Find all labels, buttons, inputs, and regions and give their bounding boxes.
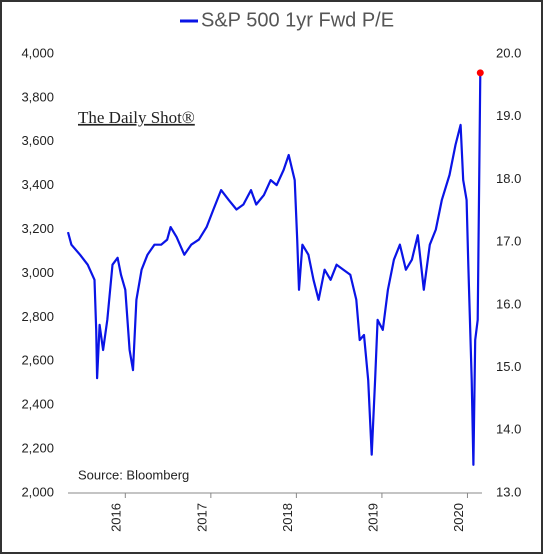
y2-tick-label: 14.0 [496,422,521,437]
source-note: Source: Bloomberg [78,467,189,482]
y2-tick-label: 13.0 [496,484,521,499]
y-tick-label: 2,600 [21,353,54,368]
y2-tick-label: 19.0 [496,108,521,123]
y2-tick-label: 16.0 [496,296,521,311]
y2-tick-label: 20.0 [496,45,521,60]
series-line [66,72,482,466]
y-tick-label: 2,400 [21,397,54,412]
y-tick-label: 2,000 [21,484,54,499]
last-point [476,69,484,77]
y-tick-label: 3,800 [21,89,54,104]
x-tick-label: 2017 [194,503,209,532]
x-tick-label: 2020 [451,503,466,532]
y2-tick-label: 15.0 [496,359,521,374]
y-tick-label: 4,000 [21,45,54,60]
y-tick-label: 3,200 [21,221,54,236]
x-tick-label: 2016 [109,503,124,532]
y-tick-label: 3,600 [21,133,54,148]
legend-label: S&P 500 1yr Fwd P/E [201,9,394,31]
y-tick-label: 2,200 [21,441,54,456]
y2-tick-label: 17.0 [496,234,521,249]
x-tick-label: 2018 [280,503,295,532]
y-tick-label: 2,800 [21,309,54,324]
watermark: The Daily Shot® [78,108,195,127]
y2-tick-label: 18.0 [496,171,521,186]
y-tick-label: 3,000 [21,265,54,280]
x-tick-label: 2019 [365,503,380,532]
y-tick-label: 3,400 [21,177,54,192]
